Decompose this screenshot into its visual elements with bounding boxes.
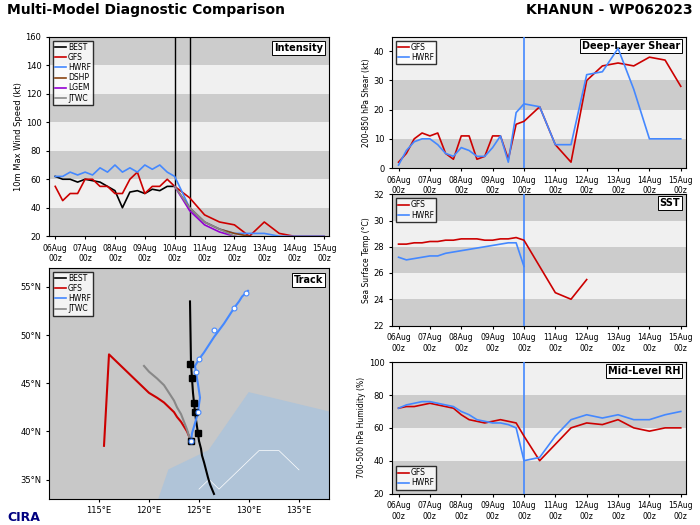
Y-axis label: 200-850 hPa Shear (kt): 200-850 hPa Shear (kt) bbox=[362, 58, 371, 146]
Text: SST: SST bbox=[659, 198, 680, 208]
Y-axis label: 700-500 hPa Humidity (%): 700-500 hPa Humidity (%) bbox=[357, 377, 366, 478]
Text: Track: Track bbox=[294, 275, 323, 285]
Bar bbox=[49, 94, 329, 122]
Polygon shape bbox=[159, 393, 329, 499]
Text: CIRA: CIRA bbox=[7, 511, 40, 524]
Legend: GFS, HWRF: GFS, HWRF bbox=[395, 40, 436, 64]
Text: Multi-Model Diagnostic Comparison: Multi-Model Diagnostic Comparison bbox=[7, 3, 285, 17]
Bar bbox=[49, 208, 329, 236]
Bar bbox=[392, 247, 686, 273]
Y-axis label: Sea Surface Temp (°C): Sea Surface Temp (°C) bbox=[362, 217, 371, 303]
Bar bbox=[392, 461, 686, 493]
Bar bbox=[392, 80, 686, 110]
Bar bbox=[49, 37, 329, 65]
Legend: GFS, HWRF: GFS, HWRF bbox=[395, 466, 436, 490]
Text: Intensity: Intensity bbox=[274, 43, 323, 52]
Legend: BEST, GFS, HWRF, DSHP, LGEM, JTWC: BEST, GFS, HWRF, DSHP, LGEM, JTWC bbox=[52, 40, 93, 105]
Legend: BEST, GFS, HWRF, JTWC: BEST, GFS, HWRF, JTWC bbox=[52, 271, 93, 316]
Bar bbox=[392, 194, 686, 220]
Bar bbox=[392, 139, 686, 168]
Y-axis label: 10m Max Wind Speed (kt): 10m Max Wind Speed (kt) bbox=[14, 82, 22, 191]
Bar bbox=[392, 299, 686, 326]
Bar bbox=[49, 151, 329, 179]
Text: Mid-Level RH: Mid-Level RH bbox=[608, 366, 680, 376]
Bar bbox=[392, 395, 686, 428]
Legend: GFS, HWRF: GFS, HWRF bbox=[395, 198, 436, 222]
Text: Deep-Layer Shear: Deep-Layer Shear bbox=[582, 41, 680, 51]
Text: KHANUN - WP062023: KHANUN - WP062023 bbox=[526, 3, 693, 17]
